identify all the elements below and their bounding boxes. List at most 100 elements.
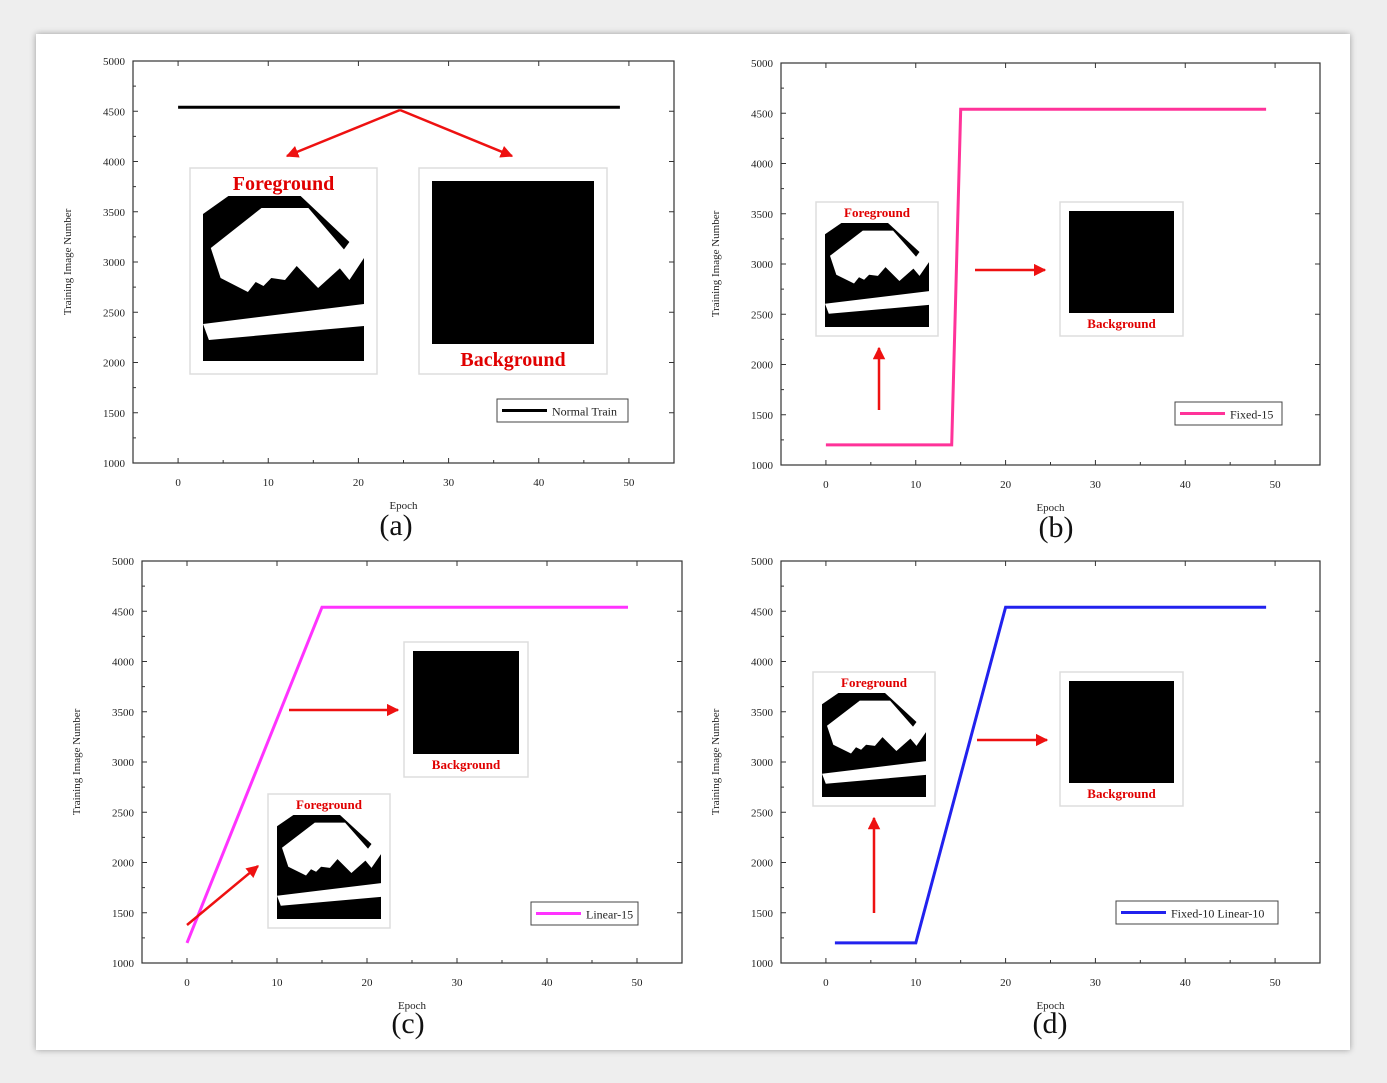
x-tick-label: 10 — [263, 477, 275, 489]
y-tick-label: 2000 — [112, 858, 135, 870]
y-tick-label: 2000 — [751, 360, 774, 372]
y-tick-label: 5000 — [751, 58, 774, 70]
inset-foreground: Foreground — [267, 793, 391, 929]
y-tick-label: 1000 — [103, 458, 126, 470]
panel-caption: (a) — [379, 509, 412, 542]
y-tick-label: 1000 — [751, 460, 774, 472]
background-mask — [413, 651, 519, 754]
x-tick-label: 20 — [353, 477, 365, 489]
y-tick-label: 3000 — [103, 257, 126, 269]
x-tick-label: 30 — [452, 977, 464, 989]
y-tick-label: 4000 — [751, 159, 774, 171]
x-tick-label: 40 — [542, 977, 554, 989]
mask-corner — [277, 815, 294, 827]
y-tick-label: 4500 — [751, 108, 774, 120]
x-tick-label: 10 — [910, 977, 922, 989]
x-tick-label: 50 — [1270, 479, 1282, 491]
y-tick-label: 3000 — [112, 757, 135, 769]
x-tick-label: 10 — [910, 479, 922, 491]
x-tick-label: 40 — [1180, 977, 1192, 989]
legend-entry-label: Fixed-15 — [1230, 408, 1273, 422]
mask-corner — [203, 196, 229, 214]
y-tick-label: 5000 — [751, 556, 774, 568]
red-arrow — [399, 108, 514, 158]
mask-road — [825, 291, 929, 314]
y-tick-label: 4500 — [112, 606, 135, 618]
legend-box — [1115, 900, 1279, 925]
y-axis-title: Training Image Number — [62, 208, 74, 315]
red-arrow — [186, 865, 259, 926]
legend-entry-label: Normal Train — [552, 405, 617, 419]
background-label: Background — [1087, 786, 1156, 801]
panel-caption: (c) — [391, 1007, 424, 1040]
background-mask — [432, 181, 594, 344]
mask-corner — [825, 223, 842, 235]
y-axis-title: Training Image Number — [710, 708, 722, 815]
series-line-fixed-15 — [825, 107, 1267, 447]
y-tick-label: 3000 — [751, 259, 774, 271]
y-tick-label: 3500 — [112, 707, 135, 719]
mask-corner — [822, 693, 839, 705]
y-tick-label: 1000 — [112, 958, 135, 970]
x-tick-label: 40 — [533, 477, 545, 489]
x-tick-label: 30 — [443, 477, 455, 489]
panel-caption: (d) — [1033, 1007, 1068, 1040]
y-tick-label: 1500 — [751, 908, 774, 920]
inset-foreground: Foreground — [189, 167, 378, 375]
y-tick-label: 3500 — [751, 707, 774, 719]
y-tick-label: 1000 — [751, 958, 774, 970]
x-tick-label: 30 — [1090, 479, 1102, 491]
inset-background: Background — [1059, 671, 1184, 807]
inset-background: Background — [403, 641, 529, 778]
legend-box — [530, 901, 639, 926]
y-tick-label: 2500 — [751, 309, 774, 321]
x-axis-title: Epoch — [389, 500, 418, 512]
mask-building — [210, 208, 352, 292]
background-label: Background — [1087, 316, 1156, 331]
y-axis-title: Training Image Number — [710, 210, 722, 317]
mask-building — [830, 230, 921, 284]
mask-road — [277, 883, 381, 906]
y-tick-label: 5000 — [103, 56, 126, 68]
series-line-linear-15 — [185, 605, 628, 944]
y-tick-label: 5000 — [112, 556, 135, 568]
inset-background: Background — [1059, 201, 1184, 337]
x-axis-title: Epoch — [1036, 502, 1065, 514]
y-tick-label: 2500 — [751, 807, 774, 819]
y-tick-label: 4000 — [112, 657, 135, 669]
y-tick-label: 2000 — [751, 858, 774, 870]
x-tick-label: 0 — [823, 479, 829, 491]
x-tick-label: 40 — [1180, 479, 1192, 491]
chart-panel-b: 1000 1500 2000 2500 3000 3500 4000 4500 5000 0 10 2… — [710, 58, 1321, 544]
red-arrow — [285, 108, 401, 158]
mask-road — [822, 761, 926, 784]
x-tick-label: 50 — [632, 977, 644, 989]
y-tick-label: 4000 — [103, 157, 126, 169]
y-tick-label: 1500 — [751, 410, 774, 422]
y-tick-label: 2000 — [103, 358, 126, 370]
x-tick-label: 0 — [823, 977, 829, 989]
panel-caption: (b) — [1039, 511, 1074, 544]
y-tick-label: 4000 — [751, 657, 774, 669]
background-mask — [1069, 211, 1174, 313]
chart-panel-c: 1000 1500 2000 2500 3000 3500 4000 4500 5000 0 10 2… — [71, 556, 683, 1040]
x-tick-label: 50 — [1270, 977, 1282, 989]
x-tick-label: 50 — [623, 477, 635, 489]
foreground-label: Foreground — [844, 205, 911, 220]
foreground-label: Foreground — [296, 797, 363, 812]
y-tick-label: 3000 — [751, 757, 774, 769]
background-mask — [1069, 681, 1174, 783]
x-axis-title: Epoch — [398, 1000, 427, 1012]
x-tick-label: 20 — [1000, 479, 1012, 491]
series-line-fixed-10-linear-10 — [834, 605, 1267, 945]
foreground-label: Foreground — [841, 675, 908, 690]
y-tick-label: 2500 — [103, 307, 126, 319]
x-tick-label: 0 — [184, 977, 190, 989]
inset-foreground: Foreground — [815, 201, 939, 337]
x-tick-label: 10 — [272, 977, 284, 989]
chart-panel-d: 1000 1500 2000 2500 3000 3500 4000 4500 5000 0 10 2… — [710, 556, 1321, 1040]
legend-entry-label: Linear-15 — [586, 908, 633, 922]
mask-road — [203, 304, 364, 340]
x-tick-label: 0 — [175, 477, 181, 489]
legend-entry-label: Fixed-10 Linear-10 — [1171, 907, 1264, 921]
